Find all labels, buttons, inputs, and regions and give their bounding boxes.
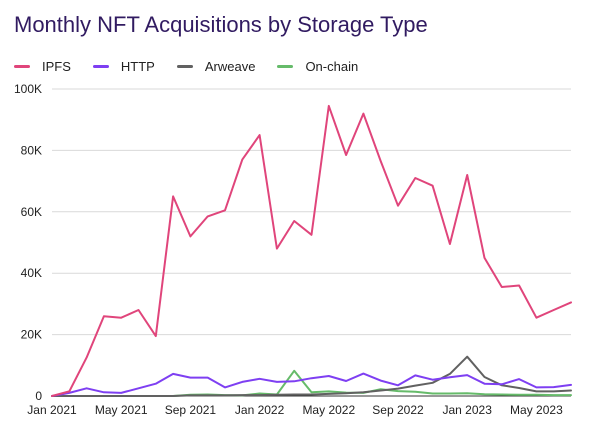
legend: IPFS HTTP Arweave On-chain (14, 56, 380, 76)
x-tick-label: Jan 2021 (27, 403, 77, 417)
series-line-arweave (51, 355, 572, 397)
legend-swatch (92, 64, 109, 68)
x-tick-label: May 2021 (95, 403, 148, 417)
legend-item-http: HTTP (92, 58, 155, 74)
legend-label: On-chain (305, 58, 359, 74)
legend-item-arweave: Arweave (176, 58, 256, 74)
y-tick-label: 80K (21, 143, 42, 157)
legend-label: Arweave (204, 58, 256, 74)
x-tick-label: Jan 2022 (235, 403, 285, 417)
x-tick-label: Sep 2022 (372, 403, 424, 417)
series-line-http (51, 372, 572, 397)
series-line-ipfs (51, 104, 572, 397)
x-tick-label: May 2022 (302, 403, 355, 417)
legend-swatch (277, 64, 294, 68)
legend-label: IPFS (42, 58, 71, 74)
x-tick-label: May 2023 (510, 403, 563, 417)
legend-swatch (176, 64, 193, 68)
y-tick-label: 40K (21, 266, 42, 280)
legend-item-on-chain: On-chain (277, 59, 358, 74)
x-tick-label: Jan 2023 (443, 403, 493, 417)
y-tick-label: 100K (14, 82, 42, 96)
y-tick-label: 60K (21, 205, 42, 219)
legend-label: HTTP (120, 58, 155, 74)
x-tick-label: Sep 2021 (165, 403, 217, 417)
y-tick-label: 0 (35, 389, 42, 403)
chart-title: Monthly NFT Acquisitions by Storage Type (14, 12, 428, 37)
y-tick-label: 20K (21, 328, 42, 342)
legend-item-ipfs: IPFS (14, 59, 71, 74)
legend-swatch (14, 64, 30, 68)
